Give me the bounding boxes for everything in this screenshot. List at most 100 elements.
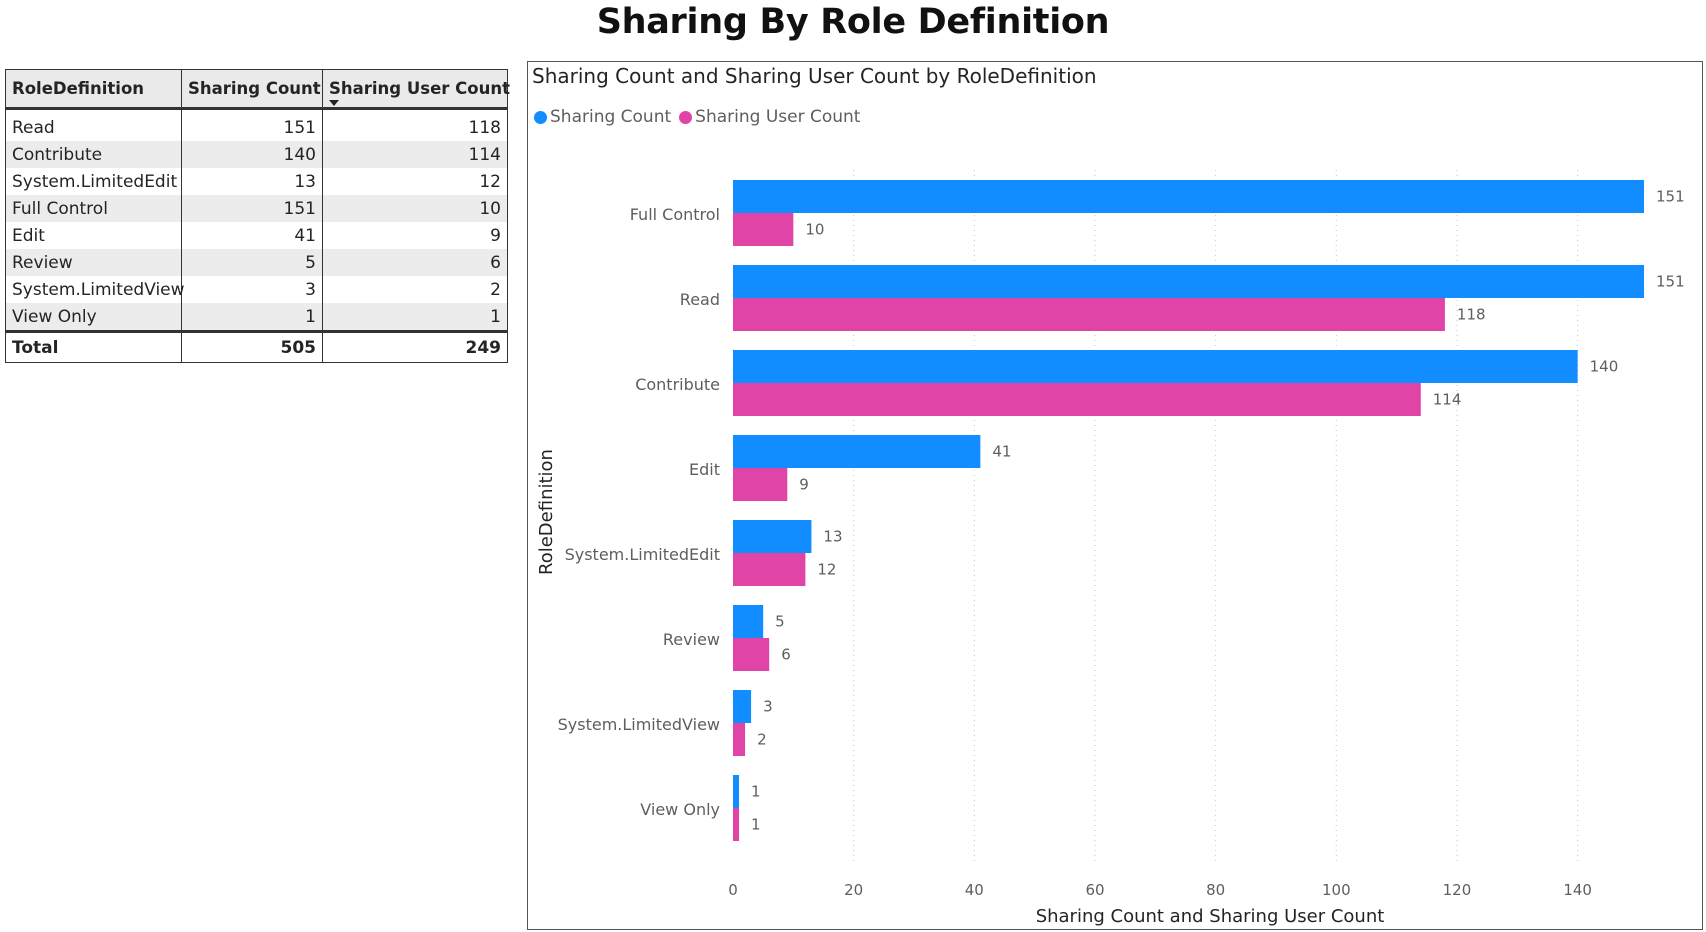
data-label: 6 (781, 646, 791, 664)
cell-role-definition: Full Control (5, 195, 182, 222)
data-label: 41 (992, 443, 1011, 461)
legend-marker-icon (679, 110, 693, 124)
bar-sharing-count[interactable] (733, 180, 1644, 213)
bar-sharing-count[interactable] (733, 605, 764, 638)
bar-sharing-user-count[interactable] (733, 213, 794, 246)
page-title: Sharing By Role Definition (596, 2, 1110, 42)
table-total-row: Total 505 249 (5, 330, 508, 363)
cell-sharing-user-count: 12 (322, 168, 508, 195)
x-tick-label: 80 (1206, 881, 1225, 899)
data-label: 13 (823, 528, 842, 546)
data-label: 1 (751, 816, 761, 834)
cell-sharing-user-count: 114 (322, 141, 508, 168)
bar-sharing-count[interactable] (733, 435, 981, 468)
bar-sharing-user-count[interactable] (733, 723, 746, 756)
cell-sharing-user-count: 1 (322, 303, 508, 332)
legend-label: Sharing User Count (695, 107, 861, 127)
y-axis-title: RoleDefinition (536, 449, 557, 575)
legend-item-sharing-count[interactable]: Sharing Count (534, 107, 671, 127)
bar-sharing-count[interactable] (733, 520, 812, 553)
data-label: 2 (757, 731, 767, 749)
total-label: Total (5, 330, 182, 363)
data-label: 140 (1590, 358, 1619, 376)
cell-sharing-user-count: 6 (322, 249, 508, 276)
data-label: 1 (751, 783, 761, 801)
role-definition-table: RoleDefinition Sharing Count Sharing Use… (5, 69, 510, 363)
table-header-row: RoleDefinition Sharing Count Sharing Use… (5, 69, 510, 110)
x-tick-label: 20 (844, 881, 863, 899)
table-row[interactable]: System.LimitedEdit 13 12 (5, 168, 508, 195)
bar-sharing-count[interactable] (733, 350, 1578, 383)
cell-role-definition: Contribute (5, 141, 182, 168)
table-row[interactable]: System.LimitedView 3 2 (5, 276, 508, 303)
category-label: System.LimitedView (558, 715, 720, 734)
cell-sharing-user-count: 118 (322, 108, 508, 141)
cell-role-definition: Edit (5, 222, 182, 249)
category-label: Contribute (635, 375, 720, 394)
data-label: 151 (1656, 188, 1685, 206)
table-row[interactable]: Read 151 118 (5, 108, 508, 141)
cell-sharing-count: 13 (181, 168, 323, 195)
x-tick-label: 0 (728, 881, 738, 899)
bar-chart-visual[interactable] (527, 61, 1703, 930)
legend-item-sharing-user-count[interactable]: Sharing User Count (679, 107, 860, 127)
category-label: Read (680, 290, 720, 309)
cell-role-definition: View Only (5, 303, 182, 332)
bar-sharing-count[interactable] (733, 265, 1644, 298)
column-header-sharing-user-count[interactable]: Sharing User Count (322, 69, 510, 110)
cell-role-definition: System.LimitedEdit (5, 168, 182, 195)
table-row[interactable]: Full Control 151 10 (5, 195, 508, 222)
x-axis-title: Sharing Count and Sharing User Count (1036, 906, 1385, 927)
x-tick-label: 60 (1085, 881, 1104, 899)
cell-sharing-count: 140 (181, 141, 323, 168)
sort-descending-icon (329, 100, 339, 106)
bar-sharing-count[interactable] (733, 690, 752, 723)
bar-sharing-user-count[interactable] (733, 808, 740, 841)
data-label: 10 (805, 221, 824, 239)
bar-sharing-user-count[interactable] (733, 383, 1421, 416)
x-tick-label: 140 (1563, 881, 1592, 899)
category-label: Edit (689, 460, 720, 479)
cell-sharing-count: 1 (181, 303, 323, 332)
bar-sharing-count[interactable] (733, 775, 740, 808)
table-row[interactable]: Review 5 6 (5, 249, 508, 276)
data-label: 118 (1457, 306, 1486, 324)
cell-sharing-user-count: 10 (322, 195, 508, 222)
data-label: 151 (1656, 273, 1685, 291)
category-label: View Only (640, 800, 720, 819)
table-row[interactable]: Contribute 140 114 (5, 141, 508, 168)
data-label: 5 (775, 613, 785, 631)
data-label: 9 (799, 476, 809, 494)
total-sharing-user-count: 249 (322, 330, 508, 363)
data-label: 114 (1433, 391, 1462, 409)
cell-sharing-count: 41 (181, 222, 323, 249)
table-row[interactable]: Edit 41 9 (5, 222, 508, 249)
data-label: 12 (817, 561, 836, 579)
bar-sharing-user-count[interactable] (733, 468, 788, 501)
cell-role-definition: Review (5, 249, 182, 276)
cell-sharing-user-count: 2 (322, 276, 508, 303)
total-sharing-count: 505 (181, 330, 323, 363)
x-tick-label: 40 (965, 881, 984, 899)
category-label: Full Control (630, 205, 720, 224)
column-header-sharing-count[interactable]: Sharing Count (181, 69, 323, 110)
cell-sharing-count: 5 (181, 249, 323, 276)
table-row[interactable]: View Only 1 1 (5, 303, 508, 332)
legend-marker-icon (534, 110, 547, 124)
data-label: 3 (763, 698, 773, 716)
column-header-label: Sharing User Count (329, 79, 510, 98)
bar-sharing-user-count[interactable] (733, 638, 770, 671)
column-header-label: Sharing Count (188, 79, 321, 98)
cell-sharing-count: 3 (181, 276, 323, 303)
bar-sharing-user-count[interactable] (733, 553, 806, 586)
cell-sharing-count: 151 (181, 195, 323, 222)
cell-sharing-count: 151 (181, 108, 323, 141)
cell-sharing-user-count: 9 (322, 222, 508, 249)
column-header-role-definition[interactable]: RoleDefinition (5, 69, 182, 110)
legend-label: Sharing Count (550, 107, 672, 127)
cell-role-definition: Read (5, 108, 182, 141)
chart-legend: Sharing Count Sharing User Count (534, 105, 868, 129)
category-label: System.LimitedEdit (565, 545, 720, 564)
bar-sharing-user-count[interactable] (733, 298, 1445, 331)
